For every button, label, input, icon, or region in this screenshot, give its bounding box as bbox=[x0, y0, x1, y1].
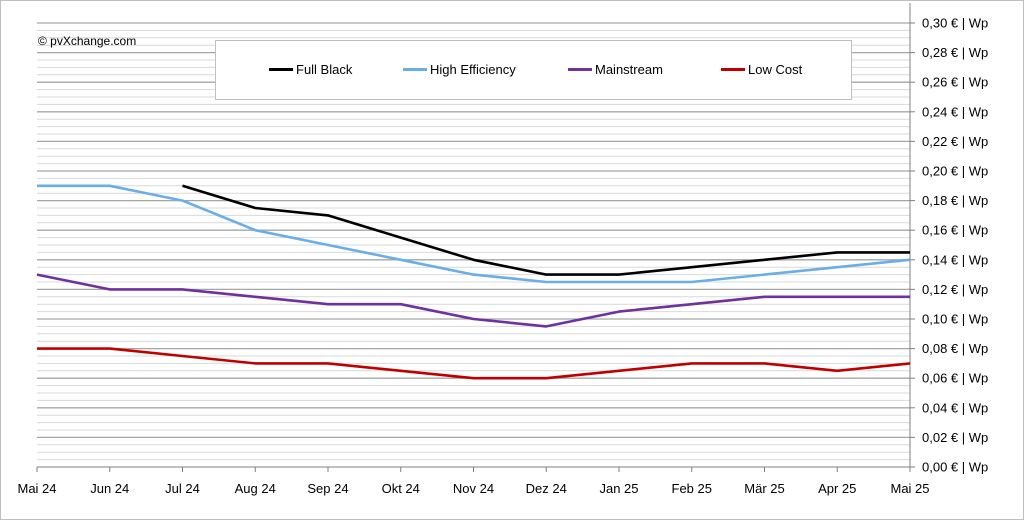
x-tick-label: Jul 24 bbox=[165, 481, 200, 496]
y-tick-label: 0,18 € | Wp bbox=[922, 193, 988, 208]
y-tick-label: 0,12 € | Wp bbox=[922, 282, 988, 297]
legend-swatch bbox=[721, 68, 745, 71]
x-tick-label: Jun 24 bbox=[90, 481, 129, 496]
y-tick-label: 0,22 € | Wp bbox=[922, 134, 988, 149]
x-tick-label: Mai 24 bbox=[17, 481, 56, 496]
x-tick-label: Aug 24 bbox=[235, 481, 276, 496]
y-tick-label: 0,02 € | Wp bbox=[922, 430, 988, 445]
x-tick-label: Nov 24 bbox=[453, 481, 494, 496]
legend-swatch bbox=[403, 68, 427, 71]
y-tick-label: 0,14 € | Wp bbox=[922, 252, 988, 267]
x-tick-label: Okt 24 bbox=[382, 481, 420, 496]
x-tick-label: Mai 25 bbox=[890, 481, 929, 496]
y-tick-label: 0,06 € | Wp bbox=[922, 371, 988, 386]
y-tick-label: 0,24 € | Wp bbox=[922, 104, 988, 119]
legend-item: Low Cost bbox=[721, 62, 802, 77]
legend-label: Mainstream bbox=[595, 62, 663, 77]
legend-label: High Efficiency bbox=[430, 62, 516, 77]
legend-item: Mainstream bbox=[568, 62, 663, 77]
x-tick-label: Feb 25 bbox=[672, 481, 712, 496]
copyright-text: © pvXchange.com bbox=[38, 34, 137, 48]
y-tick-label: 0,20 € | Wp bbox=[922, 164, 988, 179]
x-tick-label: Jan 25 bbox=[599, 481, 638, 496]
legend-item: Full Black bbox=[269, 62, 352, 77]
y-tick-label: 0,30 € | Wp bbox=[922, 16, 988, 31]
legend-swatch bbox=[568, 68, 592, 71]
x-tick-label: Sep 24 bbox=[307, 481, 348, 496]
y-tick-label: 0,16 € | Wp bbox=[922, 223, 988, 238]
x-tick-label: Dez 24 bbox=[526, 481, 567, 496]
x-tick-label: Mär 25 bbox=[744, 481, 784, 496]
y-tick-label: 0,28 € | Wp bbox=[922, 45, 988, 60]
y-tick-label: 0,08 € | Wp bbox=[922, 341, 988, 356]
y-tick-label: 0,00 € | Wp bbox=[922, 460, 988, 475]
y-tick-label: 0,04 € | Wp bbox=[922, 400, 988, 415]
y-tick-label: 0,10 € | Wp bbox=[922, 312, 988, 327]
legend: Full Black High Efficiency Mainstream Low C… bbox=[215, 40, 852, 100]
legend-label: Full Black bbox=[296, 62, 353, 77]
x-tick-label: Apr 25 bbox=[818, 481, 856, 496]
legend-label: Low Cost bbox=[748, 62, 803, 77]
legend-swatch bbox=[269, 68, 293, 71]
legend-item: High Efficiency bbox=[403, 62, 516, 77]
y-tick-label: 0,26 € | Wp bbox=[922, 75, 988, 90]
